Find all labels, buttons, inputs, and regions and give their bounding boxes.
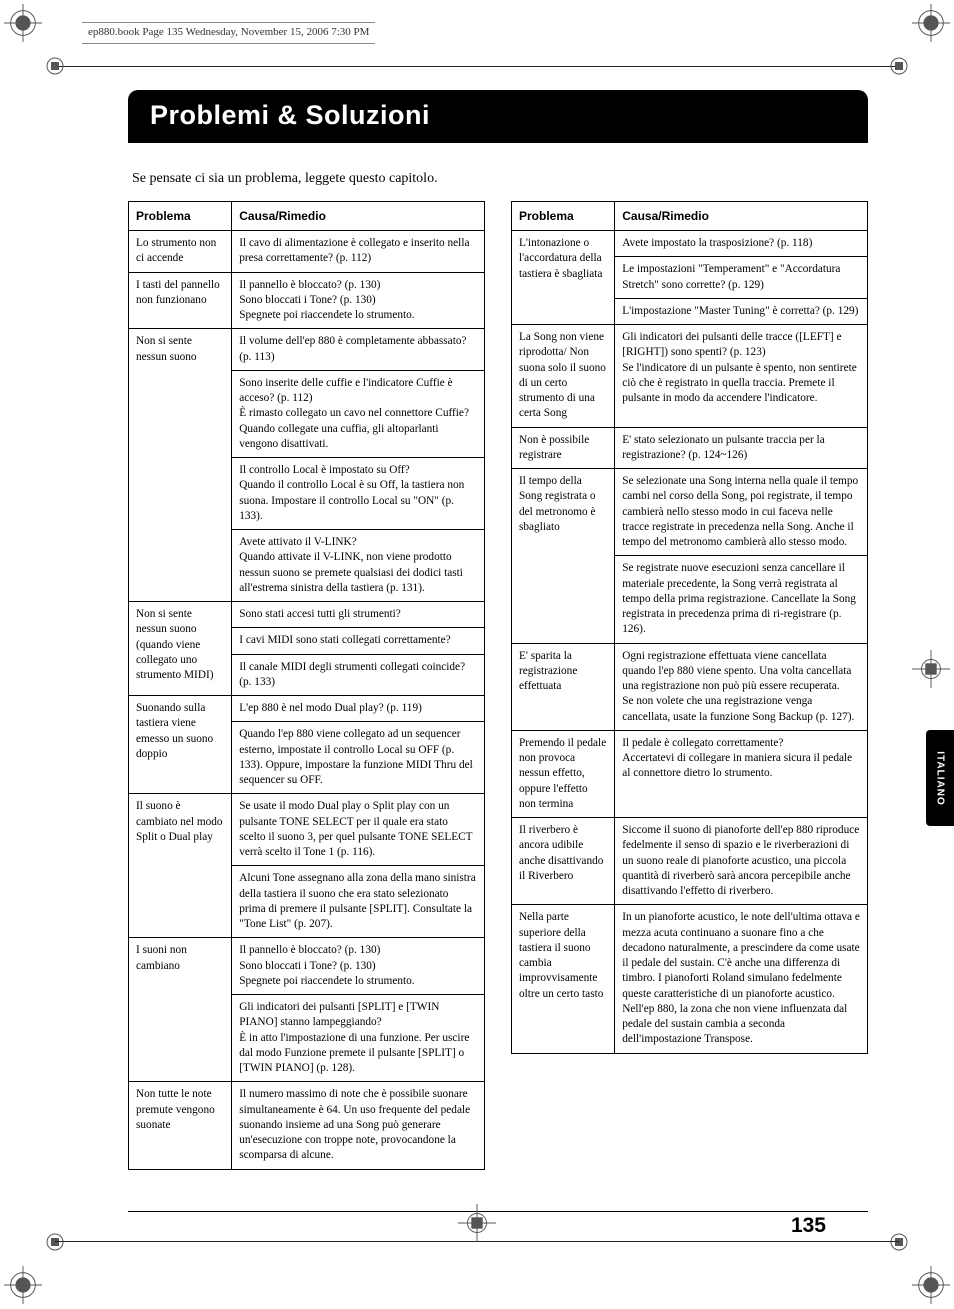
registration-mark-icon	[458, 1204, 496, 1242]
remedy-cell: Ogni registrazione effettuata viene canc…	[615, 643, 868, 730]
remedy-cell: Il numero massimo di note che è possibil…	[232, 1082, 485, 1169]
print-header: ep880.book Page 135 Wednesday, November …	[82, 22, 375, 44]
remedy-cell: Quando l'ep 880 viene collegato ad un se…	[232, 722, 485, 794]
remedy-cell: Il controllo Local è impostato su Off? Q…	[232, 458, 485, 530]
remedy-cell: Le impostazioni "Temperament" e "Accorda…	[615, 257, 868, 299]
remedy-cell: Avete impostato la trasposizione? (p. 11…	[615, 231, 868, 257]
table-row: L'intonazione o l'accordatura della tast…	[512, 231, 868, 257]
chapter-title-bar: Problemi & Soluzioni	[128, 90, 868, 143]
remedy-cell: Se registrate nuove esecuzioni senza can…	[615, 556, 868, 643]
table-row: Suonando sulla tastiera viene emesso un …	[129, 696, 485, 722]
problem-cell: Nella parte superiore della tastiera il …	[512, 905, 615, 1053]
table-row: Nella parte superiore della tastiera il …	[512, 905, 868, 1053]
table-row: Non è possibile registrareE' stato selez…	[512, 427, 868, 469]
remedy-cell: Se usate il modo Dual play o Split play …	[232, 794, 485, 866]
table-row: I tasti del pannello non funzionanoIl pa…	[129, 272, 485, 329]
problem-cell: Non si sente nessun suono	[129, 329, 232, 602]
problem-cell: Non si sente nessun suono (quando viene …	[129, 602, 232, 696]
remedy-cell: L'impostazione "Master Tuning" è corrett…	[615, 298, 868, 324]
remedy-cell: Il cavo di alimentazione è collegato e i…	[232, 231, 485, 273]
table-row: E' sparita la registrazione effettuataOg…	[512, 643, 868, 730]
remedy-cell: Il canale MIDI degli strumenti collegati…	[232, 654, 485, 696]
table-row: Non si sente nessun suono (quando viene …	[129, 602, 485, 628]
problem-cell: L'intonazione o l'accordatura della tast…	[512, 231, 615, 325]
chapter-title: Problemi & Soluzioni	[150, 100, 846, 131]
language-tab-label: ITALIANO	[935, 751, 946, 805]
col-header-problem: Problema	[512, 202, 615, 231]
remedy-cell: Gli indicatori dei pulsanti [SPLIT] e [T…	[232, 995, 485, 1082]
registration-mark-icon	[4, 1266, 42, 1304]
problem-cell: Il riverbero è ancora udibile anche disa…	[512, 818, 615, 905]
problem-cell: E' sparita la registrazione effettuata	[512, 643, 615, 730]
problem-cell: I tasti del pannello non funzionano	[129, 272, 232, 329]
remedy-cell: Il pannello è bloccato? (p. 130) Sono bl…	[232, 272, 485, 329]
remedy-cell: E' stato selezionato un pulsante traccia…	[615, 427, 868, 469]
remedy-cell: Avete attivato il V-LINK? Quando attivat…	[232, 530, 485, 602]
troubleshooting-table-left: Problema Causa/Rimedio Lo strumento non …	[128, 201, 485, 1170]
problem-cell: Il suono è cambiato nel modo Split o Dua…	[129, 794, 232, 938]
table-row: I suoni non cambianoIl pannello è blocca…	[129, 938, 485, 995]
remedy-cell: Il pedale è collegato correttamente? Acc…	[615, 730, 868, 817]
problem-cell: Suonando sulla tastiera viene emesso un …	[129, 696, 232, 794]
problem-cell: Non tutte le note premute vengono suonat…	[129, 1082, 232, 1169]
col-header-problem: Problema	[129, 202, 232, 231]
remedy-cell: Sono stati accesi tutti gli strumenti?	[232, 602, 485, 628]
page-number: 135	[791, 1214, 826, 1238]
remedy-cell: Sono inserite delle cuffie e l'indicator…	[232, 370, 485, 457]
table-row: Il suono è cambiato nel modo Split o Dua…	[129, 794, 485, 866]
table-row: Lo strumento non ci accendeIl cavo di al…	[129, 231, 485, 273]
troubleshooting-table-right: Problema Causa/Rimedio L'intonazione o l…	[511, 201, 868, 1054]
table-row: Il tempo della Song registrata o del met…	[512, 469, 868, 556]
problem-cell: Premendo il pedale non provoca nessun ef…	[512, 730, 615, 817]
remedy-cell: Se selezionate una Song interna nella qu…	[615, 469, 868, 556]
registration-mark-icon	[912, 1266, 950, 1304]
crop-arrow-icon	[888, 55, 910, 77]
crop-arrow-icon	[44, 1231, 66, 1253]
col-header-remedy: Causa/Rimedio	[615, 202, 868, 231]
table-row: Non si sente nessun suonoIl volume dell'…	[129, 329, 485, 371]
table-row: Non tutte le note premute vengono suonat…	[129, 1082, 485, 1169]
crop-arrow-icon	[888, 1231, 910, 1253]
table-row: Premendo il pedale non provoca nessun ef…	[512, 730, 868, 817]
intro-text: Se pensate ci sia un problema, leggete q…	[132, 171, 864, 187]
problem-cell: Lo strumento non ci accende	[129, 231, 232, 273]
crop-arrow-icon	[44, 55, 66, 77]
remedy-cell: Siccome il suono di pianoforte dell'ep 8…	[615, 818, 868, 905]
remedy-cell: In un pianoforte acustico, le note dell'…	[615, 905, 868, 1053]
col-header-remedy: Causa/Rimedio	[232, 202, 485, 231]
problem-cell: I suoni non cambiano	[129, 938, 232, 1082]
problem-cell: La Song non viene riprodotta/ Non suona …	[512, 325, 615, 428]
remedy-cell: Il volume dell'ep 880 è completamente ab…	[232, 329, 485, 371]
problem-cell: Il tempo della Song registrata o del met…	[512, 469, 615, 644]
language-tab: ITALIANO	[926, 730, 954, 826]
footer-rule	[128, 1211, 868, 1212]
registration-mark-icon	[912, 4, 950, 42]
remedy-cell: Il pannello è bloccato? (p. 130) Sono bl…	[232, 938, 485, 995]
registration-mark-icon	[912, 650, 950, 688]
crop-rule	[55, 66, 899, 67]
table-row: Il riverbero è ancora udibile anche disa…	[512, 818, 868, 905]
remedy-cell: L'ep 880 è nel modo Dual play? (p. 119)	[232, 696, 485, 722]
problem-cell: Non è possibile registrare	[512, 427, 615, 469]
remedy-cell: I cavi MIDI sono stati collegati corrett…	[232, 628, 485, 654]
remedy-cell: Alcuni Tone assegnano alla zona della ma…	[232, 866, 485, 938]
table-row: La Song non viene riprodotta/ Non suona …	[512, 325, 868, 428]
remedy-cell: Gli indicatori dei pulsanti delle tracce…	[615, 325, 868, 428]
registration-mark-icon	[4, 4, 42, 42]
